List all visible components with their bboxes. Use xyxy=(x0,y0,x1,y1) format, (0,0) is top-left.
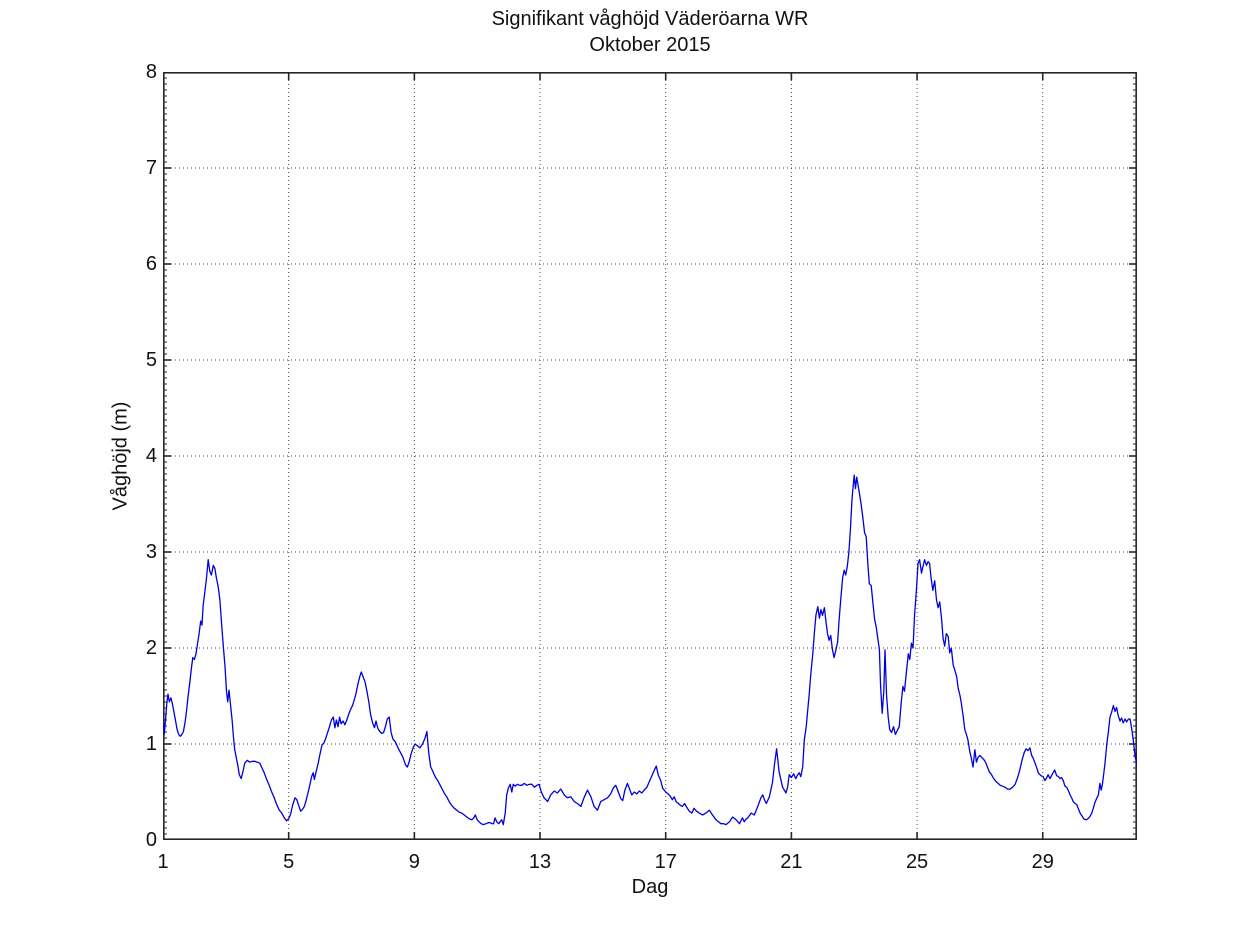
y-tick-label-4: 4 xyxy=(145,445,157,467)
y-tick-label-7: 7 xyxy=(145,157,157,179)
x-tick-label-17: 17 xyxy=(654,851,677,873)
wave-height-line xyxy=(163,474,1137,826)
plot-border xyxy=(163,72,1137,840)
y-tick-label-6: 6 xyxy=(145,253,157,275)
x-tick-label-5: 5 xyxy=(283,851,295,873)
x-tick-label-13: 13 xyxy=(528,851,552,873)
x-tick-label-29: 29 xyxy=(1031,851,1054,873)
chart-title-block: Signifikant våghöjd Väderöarna WR Oktobe… xyxy=(163,6,1137,58)
y-tick-label-0: 0 xyxy=(145,829,157,851)
y-tick-label-2: 2 xyxy=(145,637,157,659)
x-tick-label-25: 25 xyxy=(905,851,929,873)
x-axis-label: Dag xyxy=(631,876,669,898)
x-tick-label-1: 1 xyxy=(157,851,169,873)
plot-area xyxy=(163,72,1137,840)
chart-title: Signifikant våghöjd Väderöarna WR xyxy=(491,8,809,30)
x-tick-label-9: 9 xyxy=(408,851,420,873)
y-tick-label-5: 5 xyxy=(145,349,157,371)
y-tick-label-1: 1 xyxy=(145,733,157,755)
chart-subtitle: Oktober 2015 xyxy=(589,34,711,56)
y-tick-label-8: 8 xyxy=(145,61,157,83)
y-tick-label-3: 3 xyxy=(145,541,157,563)
x-tick-label-21: 21 xyxy=(780,851,803,873)
